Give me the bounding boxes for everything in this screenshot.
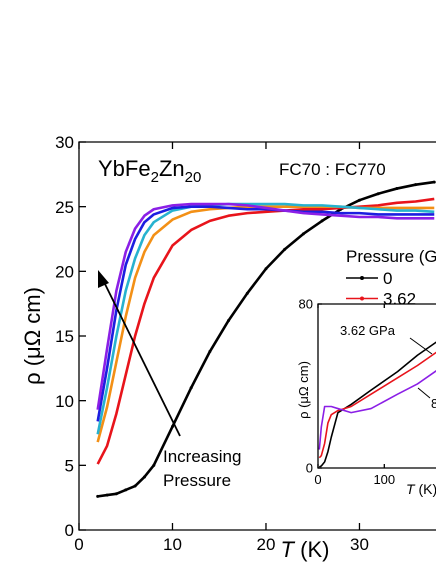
y-tick-label: 20	[55, 262, 74, 281]
data-point	[395, 187, 399, 191]
annotation: Pressure	[163, 471, 231, 490]
y-axis-label: ρ (μΩ cm)	[20, 287, 45, 385]
sample-label-part: 20	[185, 169, 202, 186]
data-point	[227, 318, 231, 322]
data-line	[318, 370, 436, 450]
data-point	[189, 386, 193, 390]
arrow-shaft	[102, 279, 181, 437]
inset-annotation: 8	[431, 396, 436, 411]
x-axis-label-part: T	[281, 537, 296, 562]
x-tick-label: 0	[314, 472, 321, 487]
y-tick-label: 0	[65, 521, 74, 540]
data-point	[208, 350, 212, 354]
data-point	[114, 492, 118, 496]
y-tick-label: 80	[299, 297, 313, 312]
data-line	[96, 202, 435, 410]
data-point	[357, 198, 361, 202]
legend-title: Pressure (GPa)	[346, 247, 436, 266]
data-point	[264, 267, 268, 271]
x-axis-label-part: (K)	[294, 537, 329, 562]
data-point	[124, 488, 128, 492]
y-tick-label: 25	[55, 198, 74, 217]
data-point	[245, 291, 249, 295]
arrow-head	[98, 270, 109, 288]
inset-x-axis-label-part: (K)	[415, 481, 436, 497]
y-tick-label: 0	[306, 461, 313, 476]
sample-label-part: YbFe	[98, 156, 151, 181]
sample-label-part: 2	[151, 169, 159, 186]
legend-label: 0	[383, 269, 392, 288]
sample-label: YbFe2Zn20	[98, 156, 201, 186]
inset-annotation: 3.62 GPa	[340, 323, 396, 338]
subtitle: FC70 : FC770	[279, 160, 386, 179]
annotation-leader	[409, 337, 433, 355]
data-point	[414, 183, 418, 187]
legend-marker	[360, 296, 364, 301]
data-point	[170, 425, 174, 429]
data-point	[283, 247, 287, 251]
y-tick-label: 10	[55, 392, 74, 411]
data-point	[301, 232, 305, 236]
data-line	[97, 180, 435, 498]
data-point	[320, 219, 324, 223]
data-point	[105, 493, 109, 497]
x-tick-label: 0	[74, 535, 83, 554]
y-tick-label: 15	[55, 327, 74, 346]
annotation: Increasing	[163, 447, 241, 466]
data-line	[96, 205, 435, 422]
data-line	[318, 351, 436, 459]
x-axis-label: T (K)	[281, 537, 330, 562]
data-line	[96, 197, 435, 465]
x-tick-label: 20	[257, 535, 276, 554]
inset-x-axis-label-part: T	[406, 481, 416, 497]
x-tick-label: 30	[350, 535, 369, 554]
data-point	[96, 494, 100, 498]
legend-marker	[360, 276, 364, 280]
data-point	[432, 180, 436, 184]
x-tick-label: 100	[373, 472, 395, 487]
y-tick-label: 5	[65, 456, 74, 475]
data-point	[133, 484, 137, 488]
legend-background	[340, 236, 436, 300]
inset-x-axis-label: T (K)	[406, 481, 436, 497]
data-point	[142, 475, 146, 479]
inset-y-axis-label: ρ (μΩ cm)	[296, 361, 311, 419]
sample-label-part: Zn	[159, 156, 185, 181]
axis-frame	[317, 303, 436, 469]
annotation-leader	[417, 387, 431, 399]
data-line	[318, 341, 436, 468]
data-point	[152, 463, 156, 467]
y-tick-label: 30	[55, 133, 74, 152]
x-tick-label: 10	[163, 535, 182, 554]
data-point	[376, 192, 380, 196]
